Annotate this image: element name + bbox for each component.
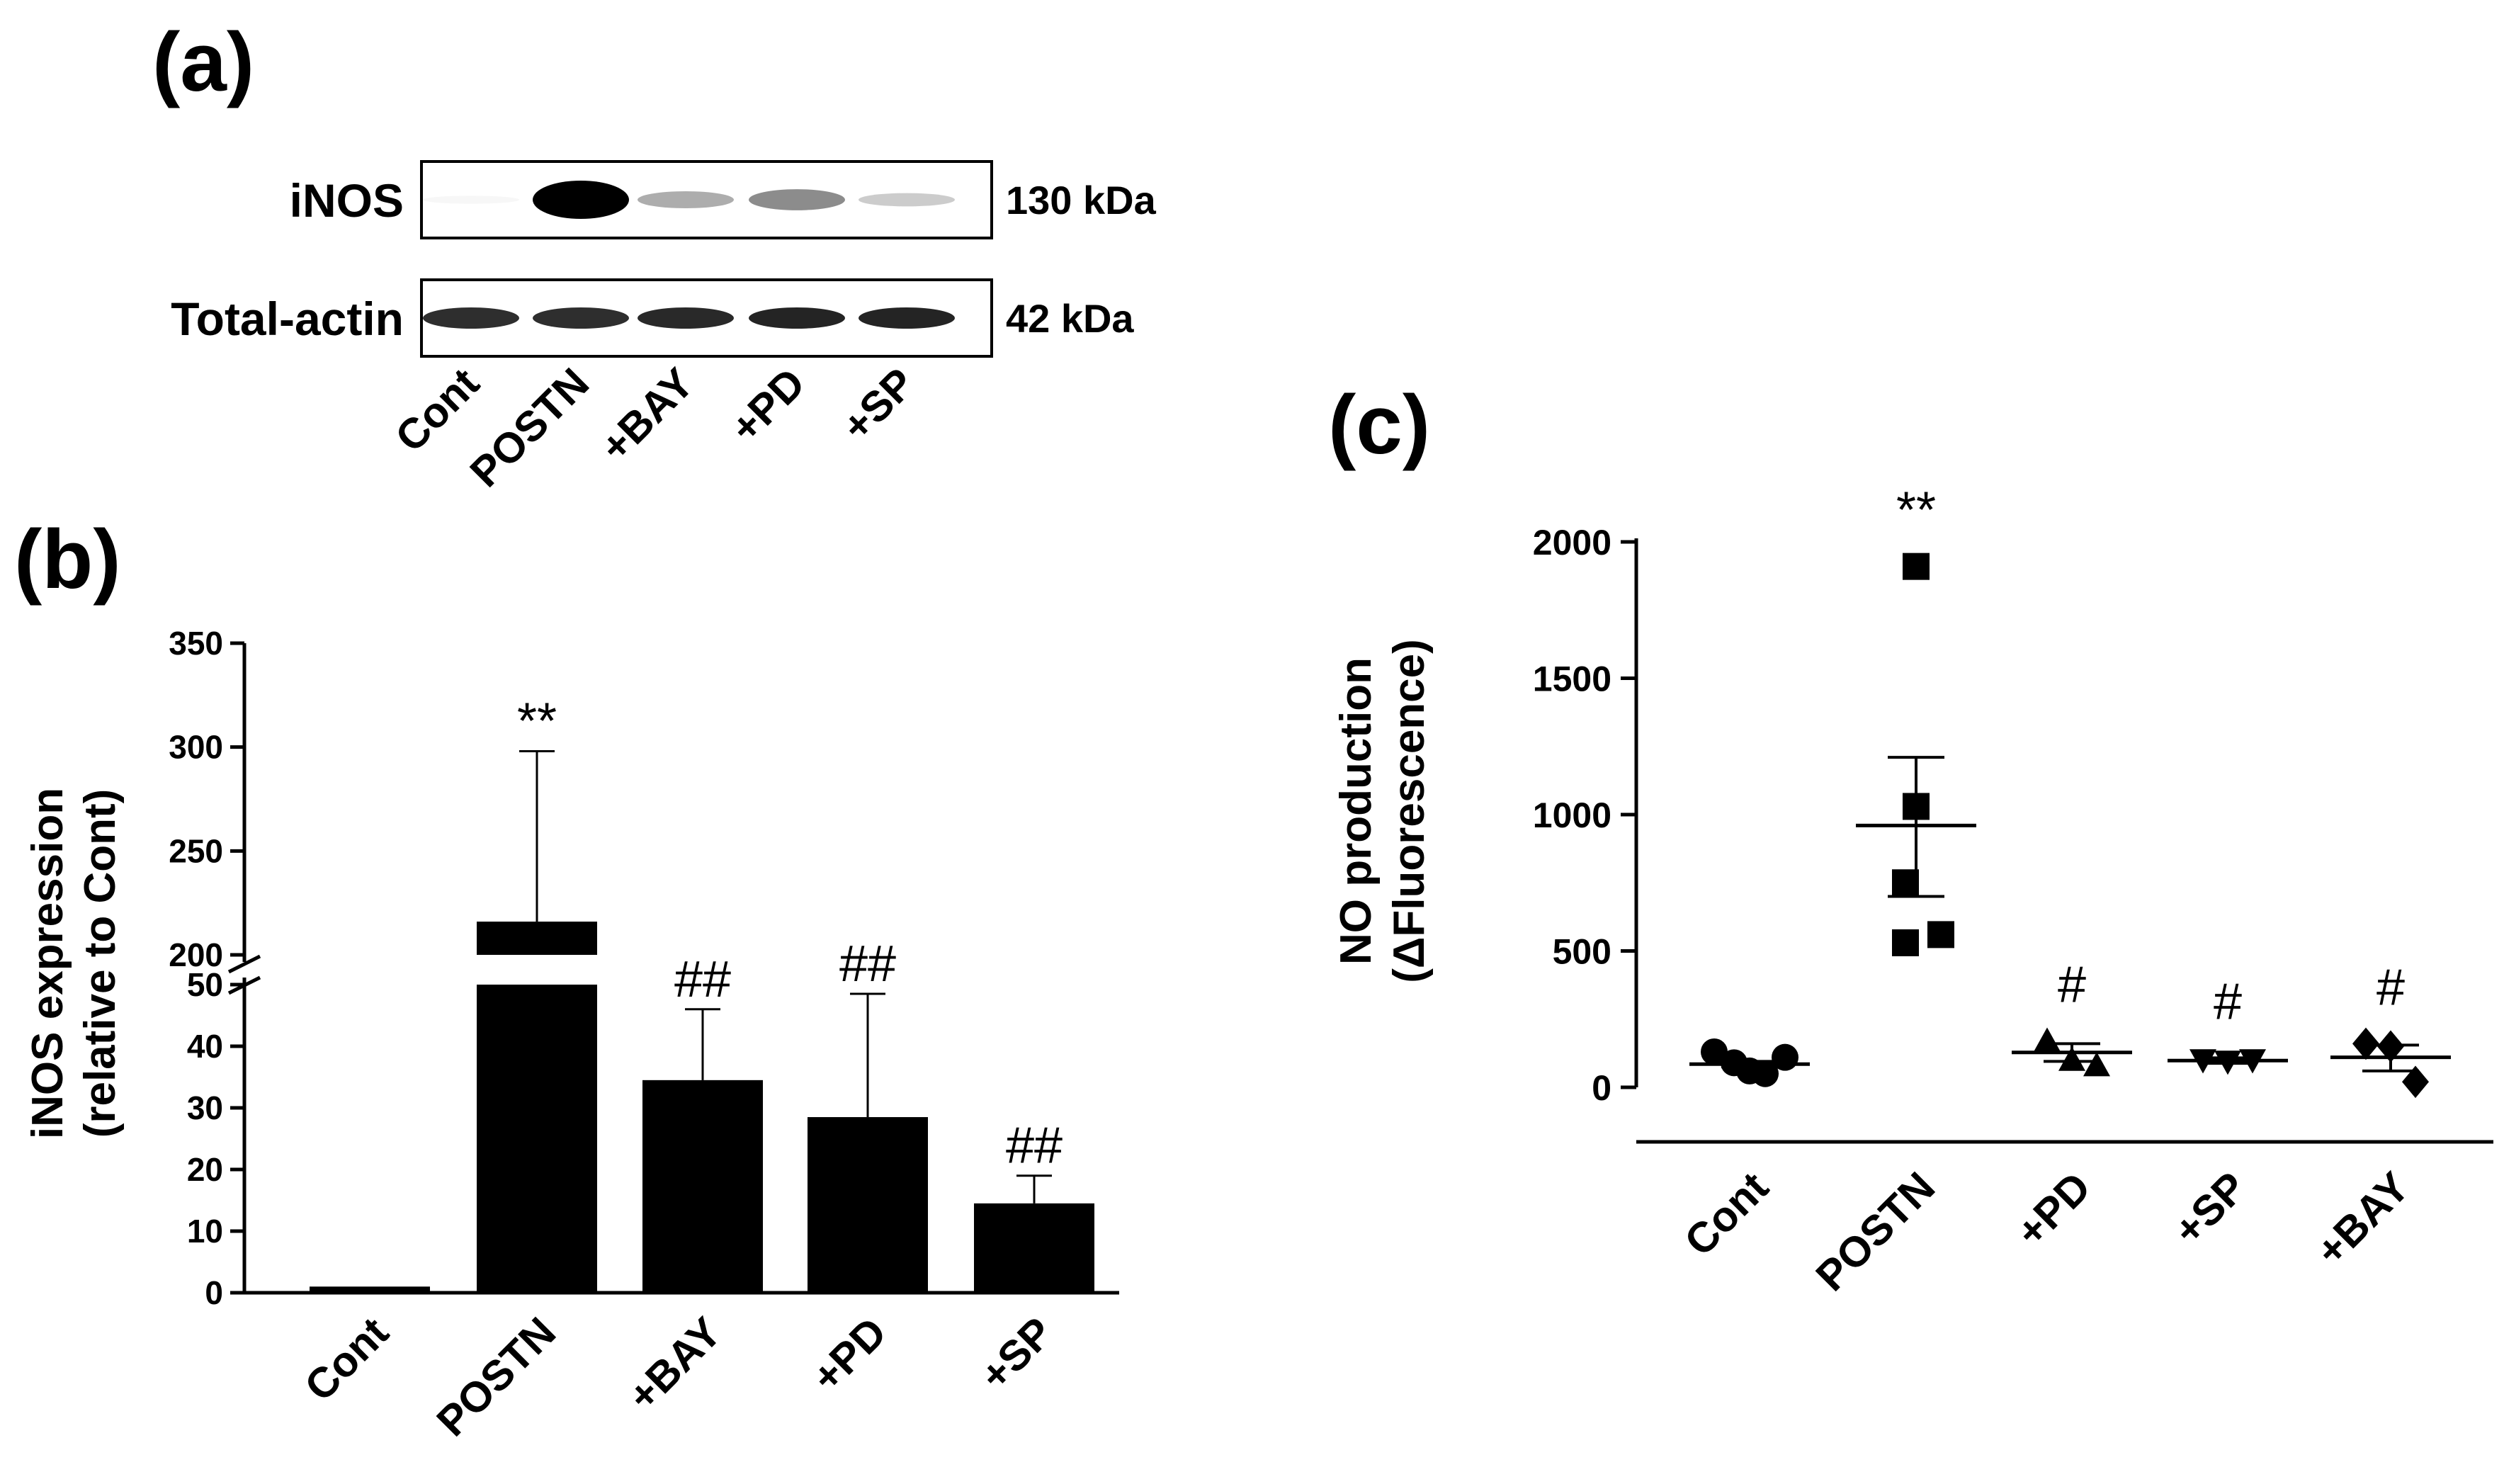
y-tick-label: 1500 bbox=[1533, 659, 1611, 699]
y-axis-label-line1: iNOS expression bbox=[23, 788, 72, 1139]
bar-upper-segment bbox=[477, 922, 597, 955]
significance-label: ## bbox=[839, 936, 896, 992]
blot-band bbox=[638, 307, 734, 329]
y-tick-label: 350 bbox=[169, 625, 223, 662]
x-tick-label: +BAY bbox=[618, 1308, 730, 1420]
bar bbox=[808, 1117, 928, 1293]
panel-b-label: (b) bbox=[14, 513, 121, 606]
y-tick-label: 50 bbox=[187, 966, 223, 1003]
blot-band bbox=[749, 189, 845, 210]
y-tick-label: 0 bbox=[205, 1274, 223, 1311]
data-point bbox=[1892, 869, 1919, 897]
significance-label: # bbox=[2058, 957, 2086, 1014]
bar bbox=[310, 1286, 430, 1293]
y-tick-label: 200 bbox=[169, 936, 223, 973]
x-tick-label: Cont bbox=[1675, 1163, 1777, 1265]
data-point bbox=[1927, 921, 1954, 948]
panel-c-label: (c) bbox=[1328, 378, 1430, 472]
western-blot: iNOS 130 kDa Total-actin 42 kDa ContPOSTN+BA… bbox=[171, 160, 1157, 497]
y-tick-label: 20 bbox=[187, 1151, 223, 1188]
x-tick-label: +SP bbox=[2164, 1163, 2255, 1254]
blot-band bbox=[859, 307, 955, 329]
scatter-chart-no-production: 0 500 1000 1500 2000 NO production (ΔFluoresce… bbox=[1332, 482, 2493, 1301]
y-tick-label: 1000 bbox=[1533, 795, 1611, 835]
blot-lane-label: +BAY bbox=[591, 359, 703, 471]
panel-a-label: (a) bbox=[152, 16, 254, 109]
x-tick-label: +BAY bbox=[2306, 1163, 2418, 1275]
data-point bbox=[2402, 1065, 2429, 1099]
blot-lane-label: +PD bbox=[721, 359, 814, 452]
blot-lane-label: Cont bbox=[386, 359, 488, 461]
blot-row-size: 42 kDa bbox=[1006, 296, 1134, 341]
blot-band bbox=[423, 196, 519, 204]
x-tick-label: Cont bbox=[295, 1308, 397, 1410]
y-tick-label: 10 bbox=[187, 1213, 223, 1250]
x-tick-label: POSTN bbox=[1807, 1163, 1944, 1301]
y-tick-label: 500 bbox=[1553, 932, 1611, 972]
y-axis-label-line2: (relative to Cont) bbox=[76, 789, 125, 1138]
y-tick-label: 250 bbox=[169, 832, 223, 869]
blot-band bbox=[423, 307, 519, 329]
significance-label: # bbox=[2376, 959, 2405, 1016]
significance-label: ** bbox=[517, 693, 557, 750]
bar bbox=[974, 1203, 1094, 1293]
significance-label: ## bbox=[1006, 1118, 1063, 1174]
y-tick-label: 40 bbox=[187, 1028, 223, 1065]
blot-band bbox=[638, 191, 734, 209]
x-tick-label: POSTN bbox=[428, 1308, 565, 1446]
x-tick-label: +SP bbox=[970, 1308, 1062, 1400]
blot-lane-label: POSTN bbox=[461, 359, 599, 497]
y-tick-label: 2000 bbox=[1533, 523, 1611, 562]
data-point bbox=[1701, 1038, 1728, 1065]
y-tick-label: 300 bbox=[169, 729, 223, 766]
blot-band bbox=[533, 181, 629, 219]
blot-band bbox=[749, 307, 845, 329]
y-axis-label-line2: (ΔFluorescence) bbox=[1385, 639, 1434, 983]
data-point bbox=[2034, 1027, 2061, 1052]
x-tick-label: +PD bbox=[803, 1308, 895, 1401]
significance-label: ** bbox=[1896, 482, 1936, 539]
blot-row-size: 130 kDa bbox=[1006, 178, 1157, 222]
data-point bbox=[1903, 553, 1930, 580]
x-tick-label: +PD bbox=[2007, 1163, 2100, 1256]
blot-row-label: iNOS bbox=[290, 174, 404, 227]
bar bbox=[642, 1080, 763, 1293]
y-tick-label: 0 bbox=[1592, 1068, 1611, 1108]
bar bbox=[477, 985, 597, 1293]
data-point bbox=[2083, 1052, 2110, 1077]
blot-row-label: Total-actin bbox=[171, 293, 404, 345]
axis-break-mark bbox=[227, 954, 261, 974]
data-point bbox=[1892, 929, 1919, 956]
significance-label: # bbox=[2214, 973, 2242, 1030]
blot-lane-label: +SP bbox=[832, 359, 924, 451]
blot-band bbox=[533, 307, 629, 329]
blot-band bbox=[859, 193, 955, 207]
y-axis-label-line1: NO production bbox=[1332, 657, 1381, 965]
y-tick-label: 30 bbox=[187, 1089, 223, 1126]
significance-label: ## bbox=[674, 951, 731, 1008]
